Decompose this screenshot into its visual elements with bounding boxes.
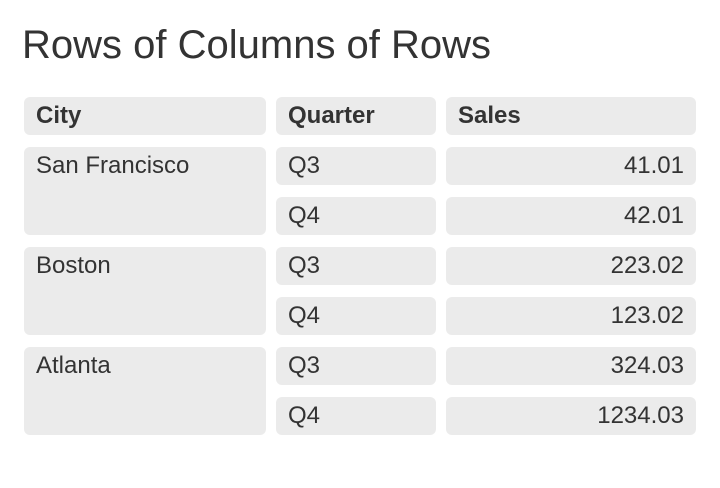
quarter-cell: Q3	[276, 147, 436, 185]
sales-cell: 223.02	[446, 247, 696, 285]
sales-cell: 123.02	[446, 297, 696, 335]
quarter-cell: Q4	[276, 197, 436, 235]
quarter-cell: Q4	[276, 397, 436, 435]
sales-cell: 324.03	[446, 347, 696, 385]
header-cell-sales: Sales	[446, 97, 696, 135]
sales-cell: 1234.03	[446, 397, 696, 435]
page-title: Rows of Columns of Rows	[22, 23, 492, 67]
quarter-cell: Q3	[276, 347, 436, 385]
header-cell-city: City	[24, 97, 266, 135]
quarter-cell: Q3	[276, 247, 436, 285]
city-cell: Boston	[24, 247, 266, 335]
quarter-cell: Q4	[276, 297, 436, 335]
sales-cell: 41.01	[446, 147, 696, 185]
sales-table: City Quarter Sales San Francisco Q3 41.0…	[24, 97, 696, 435]
sales-cell: 42.01	[446, 197, 696, 235]
city-cell: Atlanta	[24, 347, 266, 435]
city-cell: San Francisco	[24, 147, 266, 235]
header-cell-quarter: Quarter	[276, 97, 436, 135]
